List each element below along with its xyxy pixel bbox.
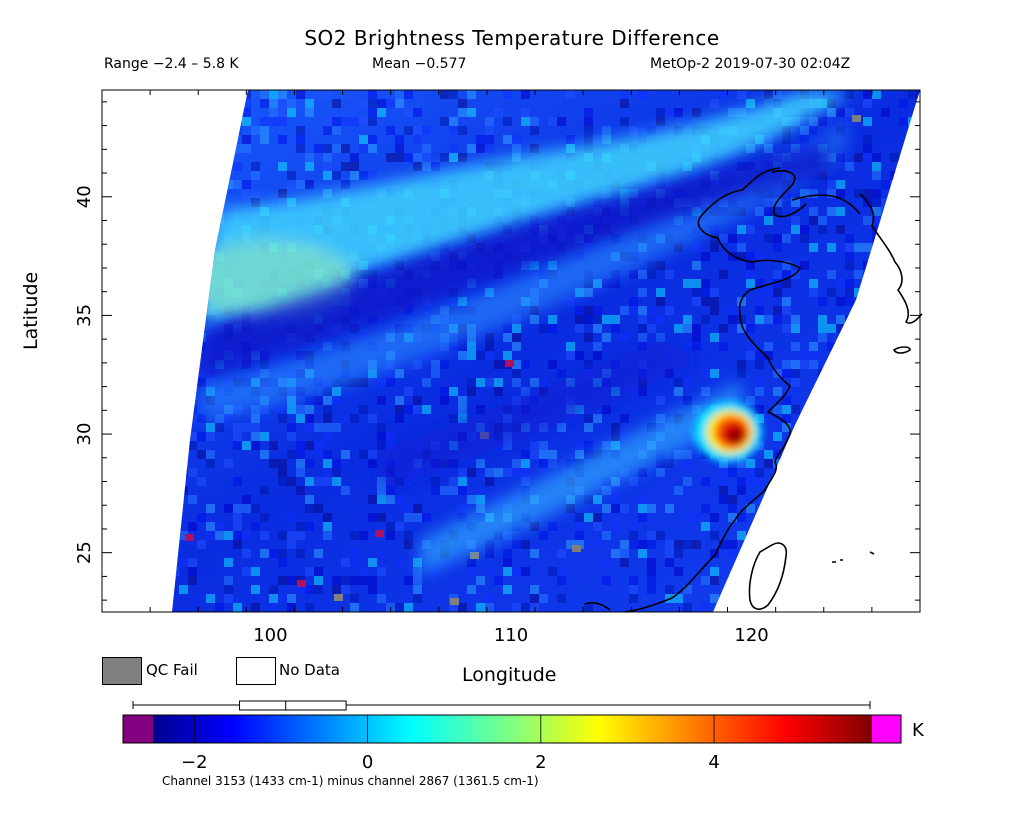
range-label: Range −2.4 – 5.8 K [104,56,239,72]
y-tick-label: 40 [74,185,95,208]
colorbar-tick-label: −2 [181,752,208,773]
colorbar-under-swatch [123,715,153,743]
mean-label: Mean −0.577 [372,56,467,72]
y-tick-label: 25 [74,541,95,564]
distribution-boxplot [132,700,871,711]
satellite-time-label: MetOp-2 2019-07-30 02:04Z [650,56,851,72]
x-tick-label: 120 [734,625,768,646]
x-tick-label: 100 [253,625,287,646]
y-tick-label: 35 [74,304,95,327]
colorbar-tick-label: 2 [535,752,546,773]
y-tick-label: 30 [74,423,95,446]
boxplot-iqr-box [239,700,347,711]
coastline [584,167,923,613]
colorbar-over-swatch [872,715,901,743]
colorbar-unit: K [912,720,924,741]
chart-title: SO2 Brightness Temperature Difference [304,26,720,50]
qc-fail-label: QC Fail [146,661,198,679]
colorbar-tick-label: 0 [362,752,373,773]
axis-ticks: 100 110 120 25 30 35 40 [74,90,920,646]
colorbar-tick-label: 4 [708,752,719,773]
colorbar-gradient [153,715,872,743]
x-tick-label: 110 [494,625,528,646]
channel-footnote: Channel 3153 (1433 cm-1) minus channel 2… [162,774,539,788]
qc-fail-swatch [102,657,142,685]
plot-frame [101,89,921,613]
no-data-label: No Data [279,661,340,679]
x-axis-label: Longitude [462,664,557,686]
no-data-swatch [236,657,276,685]
